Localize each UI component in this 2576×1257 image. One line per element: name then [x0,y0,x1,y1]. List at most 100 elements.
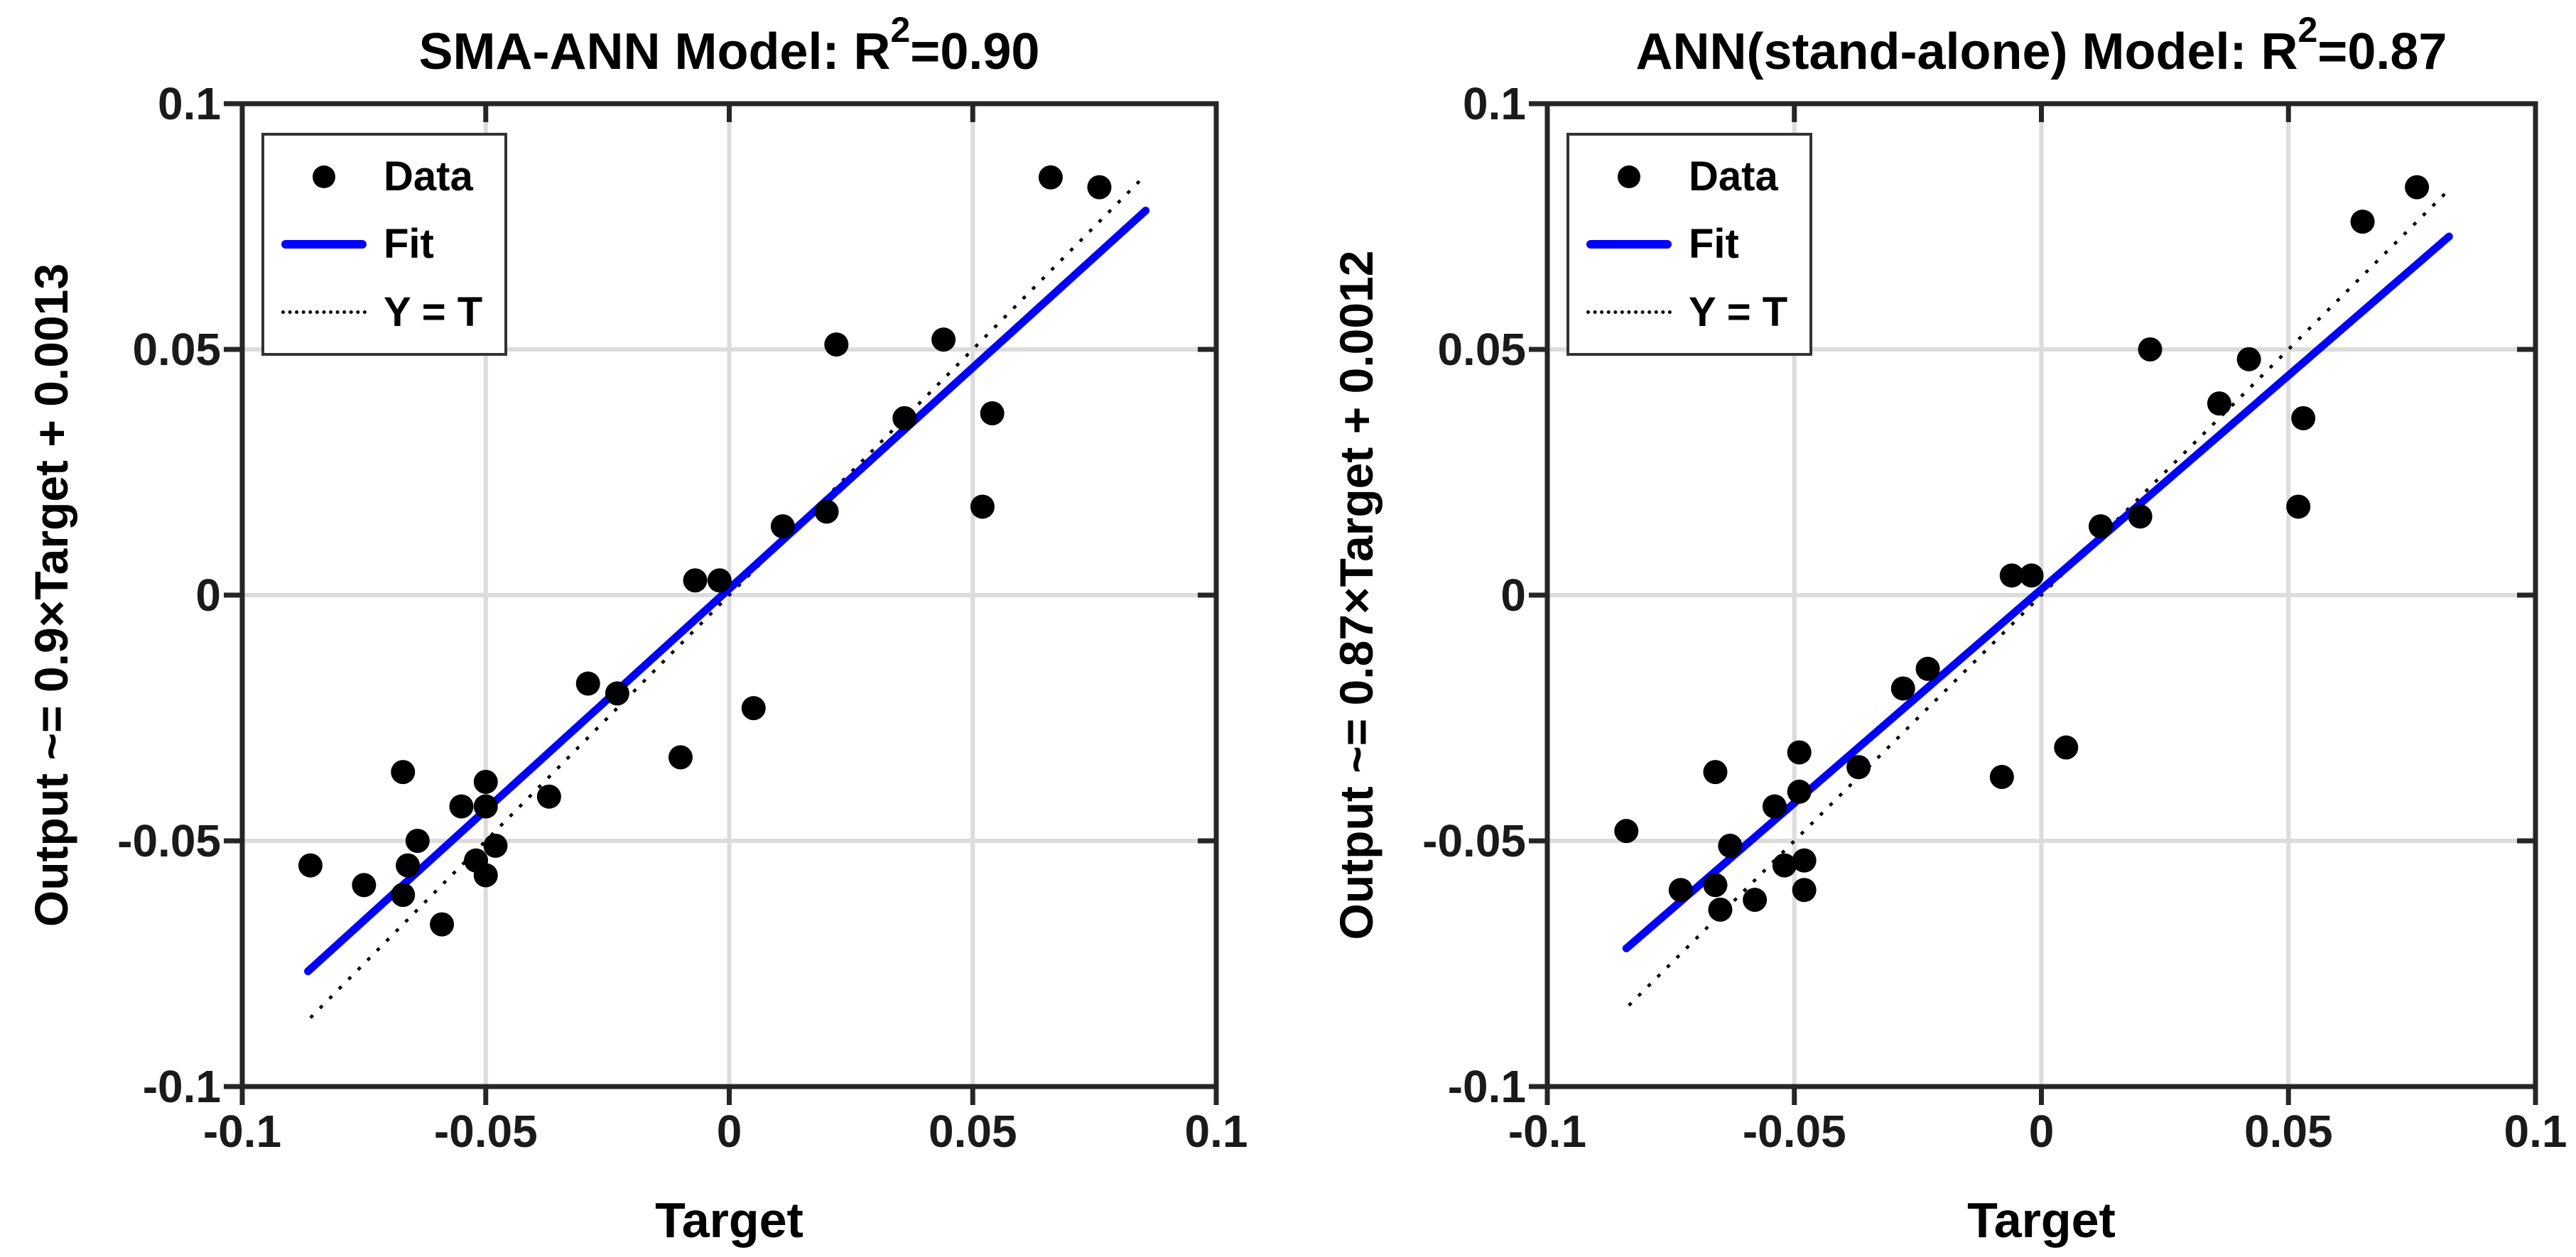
legend-item-fit: Fit [264,220,504,268]
x-tick-label: 0.05 [2244,1106,2333,1157]
x-axis-label: Target [1967,1192,2116,1248]
fit-line [304,207,1150,976]
legend-label: Data [1689,153,1778,200]
data-point [1762,794,1787,819]
data-point [2019,563,2044,588]
x-tick-label: -0.1 [1508,1106,1587,1157]
x-tick-label: 0 [2028,1106,2055,1157]
data-point [2088,514,2113,539]
x-tick-label: -0.05 [433,1106,538,1157]
data-point [2405,175,2430,200]
x-axis-label: Target [655,1192,803,1248]
data-point [1038,165,1063,190]
data-point [352,873,377,898]
data-point [1668,878,1693,903]
data-point [741,696,766,721]
data-point [970,494,995,519]
data-point [892,406,917,430]
legend: Data Fit Y = T [1566,133,1812,356]
x-tick-label: 0.1 [1184,1106,1248,1157]
data-point [2291,406,2316,430]
data-point [396,853,421,878]
x-tick-label: -0.05 [1742,1106,1846,1157]
data-point [449,794,474,819]
y-tick-label: -0.05 [117,815,221,866]
legend-marker [264,239,384,249]
data-marker-icon [313,165,335,188]
x-tick-label: 0 [716,1106,742,1157]
legend-label: Fit [1689,221,1739,268]
data-point [707,568,732,593]
chart-title: ANN(stand-alone) Model: R2=0.87 [1547,7,2536,86]
data-point [2128,504,2153,529]
data-point [1787,740,1812,765]
legend-marker [264,310,384,314]
data-point [1703,873,1728,898]
legend-label: Y = T [1689,288,1788,335]
chart-title: SMA-ANN Model: R2=0.90 [242,7,1216,86]
data-point [2236,347,2261,371]
y-tick-label: 0.1 [158,78,221,129]
data-point [430,912,455,937]
y-tick-label: -0.05 [1422,815,1526,866]
data-point [2286,494,2311,519]
chart-title-superscript: 2 [2298,10,2318,50]
data-point [668,745,693,770]
chart-title-rvalue: =0.87 [2317,23,2447,80]
data-point [1792,848,1817,873]
legend-item-data: Data [264,153,504,200]
data-point [473,863,498,888]
data-point [483,833,508,858]
plot-area [224,101,1219,1105]
y-tick-label: 0 [1500,570,1526,621]
data-point [814,499,839,524]
data-point [770,514,795,539]
data-point [824,332,849,357]
y-tick-label: -0.1 [142,1061,221,1112]
data-point [1718,833,1743,858]
data-point [1846,755,1871,780]
chart-title-text: SMA-ANN Model: R [418,23,891,80]
data-point [931,327,956,352]
legend-label: Y = T [384,288,483,335]
data-point [2350,210,2375,234]
legend-label: Data [384,153,473,200]
data-point [605,681,629,706]
legend-item-identity: Y = T [264,288,504,336]
fit-line [1622,232,2453,952]
data-point [683,568,708,593]
data-point [1787,779,1812,804]
data-point [2207,391,2231,416]
data-point [473,794,498,819]
data-point [391,883,416,908]
legend-marker [1569,239,1689,249]
identity-line-icon [281,310,367,314]
legend: Data Fit Y = T [261,133,507,356]
data-point [1708,897,1733,922]
y-tick-label: 0.05 [132,324,221,375]
data-point [980,401,1005,425]
data-point [1890,676,1915,701]
legend-marker [1569,310,1689,314]
y-tick-label: -0.1 [1447,1061,1526,1112]
plot-area [1529,101,2538,1105]
data-point [405,829,430,853]
data-marker-icon [1618,165,1640,188]
y-tick-label: 0.05 [1437,324,1526,375]
data-point [1703,760,1728,785]
chart-title-superscript: 2 [890,10,911,50]
legend-marker [1569,165,1689,188]
fit-line-icon [281,239,367,249]
fit-line-icon [1586,239,1672,249]
legend-item-fit: Fit [1569,220,1809,268]
data-point [1989,765,2014,790]
data-point [2138,337,2163,361]
data-point [298,853,323,878]
data-point [1614,819,1639,844]
y-tick-label: 0.1 [1463,78,1526,129]
legend-label: Fit [384,221,434,268]
data-point [2054,735,2079,760]
data-point [1772,853,1797,878]
x-tick-label: 0.1 [2504,1106,2567,1157]
